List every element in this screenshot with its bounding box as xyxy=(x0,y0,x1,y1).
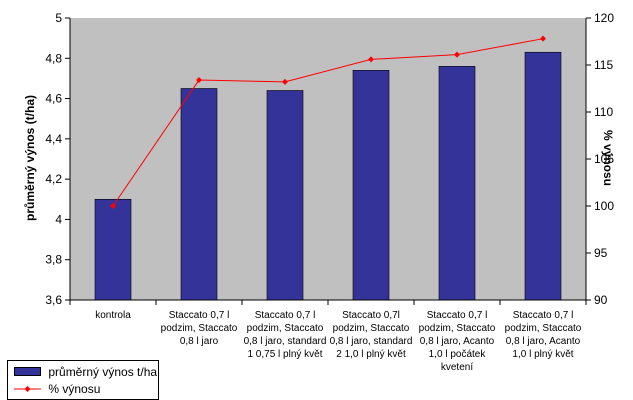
y2-axis-ticks: 90 95 100 105 110 115 120 xyxy=(586,11,614,307)
y-tick-label: 4,6 xyxy=(45,92,62,106)
line-series xyxy=(110,35,546,209)
y2-tick-label: 115 xyxy=(594,58,613,72)
bar-1 xyxy=(180,88,218,301)
bar-2 xyxy=(266,90,304,301)
bar-5 xyxy=(524,51,562,301)
line-point-5 xyxy=(540,35,546,42)
legend-swatch-bar xyxy=(14,367,41,377)
y2-tick-label: 95 xyxy=(594,246,608,260)
y2-tick-label: 100 xyxy=(594,199,614,213)
line-point-0 xyxy=(110,203,116,209)
y2-tick-label: 90 xyxy=(594,293,608,307)
x-category-label-0: kontrola xyxy=(95,310,131,321)
y-tick-label: 3,8 xyxy=(45,253,62,267)
y2-tick-label: 105 xyxy=(594,152,614,166)
bar-series xyxy=(94,51,562,301)
y2-tick-label: 110 xyxy=(594,105,613,119)
x-category-label-1: Staccato 0,7 l podzim, Staccato 0,8 l jaro xyxy=(161,310,238,347)
x-category-label-3: Staccato 0,7l podzim, Staccato 0,8 l jaro,… xyxy=(330,310,413,360)
y-tick-label: 4 xyxy=(55,212,62,226)
y-axis-title: průměrný výnos (t/ha) xyxy=(23,95,37,221)
legend-item-line: % výnosu xyxy=(14,381,100,396)
bar-4 xyxy=(438,66,476,301)
x-category-label-4: Staccato 0,7 l podzim, Staccato 0,8 l jaro… xyxy=(419,310,496,373)
line-point-1 xyxy=(196,77,202,84)
bar-3 xyxy=(352,70,390,301)
x-category-label-2: Staccato 0,7 l podzim, Staccato 0,8 l jaro… xyxy=(244,310,327,360)
y-tick-label: 4,2 xyxy=(45,172,62,186)
line-point-4 xyxy=(454,51,460,58)
legend: průměrný výnos t/ha % výnosu xyxy=(7,360,159,400)
x-axis-categories: kontrola Staccato 0,7 l podzim, Staccato 0,… xyxy=(95,310,582,373)
y2-tick-label: 120 xyxy=(594,11,614,25)
line-path xyxy=(112,38,544,207)
legend-item-bar: průměrný výnos t/ha xyxy=(14,364,157,379)
y2-axis-title: % výnosu xyxy=(601,130,615,186)
legend-label-line: % výnosu xyxy=(48,381,101,396)
line-point-3 xyxy=(368,56,374,63)
y-tick-label: 5 xyxy=(55,11,62,25)
plot-area xyxy=(70,18,586,300)
legend-swatch-line xyxy=(14,385,41,392)
line-point-2 xyxy=(282,78,288,85)
x-category-label-5: Staccato 0,7 l podzim, Staccato 0,8 l jaro… xyxy=(505,310,582,360)
y-tick-label: 3,6 xyxy=(45,293,62,307)
legend-label-bar: průměrný výnos t/ha xyxy=(48,364,158,379)
y-tick-label: 4,8 xyxy=(45,51,62,65)
y-tick-label: 4,4 xyxy=(45,132,62,146)
bar-0 xyxy=(94,198,132,301)
y-axis-ticks: 3,6 3,8 4 4,2 4,4 4,6 4,8 5 xyxy=(45,11,70,307)
